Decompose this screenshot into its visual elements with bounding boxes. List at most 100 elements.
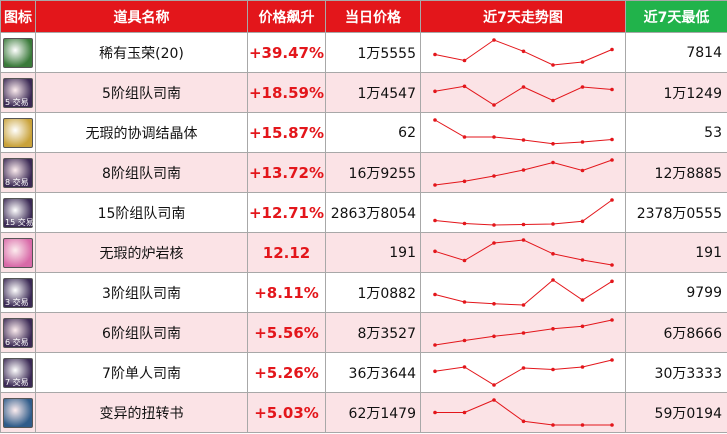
trend-cell <box>420 152 626 193</box>
trend-sparkline <box>433 318 614 347</box>
trend-point <box>580 60 585 64</box>
table-row[interactable]: 无瑕的炉岩核 12.12 191 191 <box>0 232 727 273</box>
trend-point <box>462 179 467 184</box>
trend-point <box>521 222 526 227</box>
table-row[interactable]: 15 交易 15阶组队司南 +12.71% 2863万8054 2378万0555 <box>0 192 727 233</box>
trend-point <box>610 137 614 142</box>
trend-point <box>610 198 614 202</box>
trend-point <box>521 85 526 89</box>
trend-point <box>433 52 437 57</box>
trend-point <box>492 302 496 306</box>
trend-point <box>492 135 496 139</box>
trend-point <box>462 410 467 415</box>
table-row[interactable]: 变异的扭转书 +5.03% 62万1479 59万0194 <box>0 392 727 433</box>
current-price: 2863万8054 <box>325 192 421 233</box>
compass-icon: 7 交易 <box>3 357 33 388</box>
trend-line <box>434 159 613 186</box>
trend-sparkline <box>433 278 614 307</box>
trend-sparkline <box>433 198 614 227</box>
price-change: +5.56% <box>247 312 326 353</box>
trend-point <box>610 423 614 427</box>
trend-point <box>433 218 437 223</box>
trend-point <box>551 63 555 67</box>
trend-point <box>580 258 585 262</box>
trend-point <box>551 222 555 226</box>
trend-point <box>462 135 467 139</box>
current-price: 1万5555 <box>325 32 421 73</box>
trend-point <box>580 324 585 329</box>
table-row[interactable]: 6 交易 6阶组队司南 +5.56% 8万3527 6万8666 <box>0 312 727 353</box>
trend-point <box>521 331 526 335</box>
trend-point <box>492 174 496 178</box>
current-price: 1万0882 <box>325 272 421 313</box>
trend-point <box>433 118 437 122</box>
current-price: 8万3527 <box>325 312 421 353</box>
item-icon-cell <box>0 232 36 273</box>
trend-cell <box>420 232 626 273</box>
trend-point <box>610 158 614 162</box>
price-change: +13.72% <box>247 152 326 193</box>
seven-day-low: 9799 <box>625 272 727 313</box>
trend-point <box>462 258 467 263</box>
table-row[interactable]: 5 交易 5阶组队司南 +18.59% 1万4547 1万1249 <box>0 72 727 113</box>
trend-sparkline <box>433 238 614 267</box>
trend-sparkline <box>433 358 614 387</box>
header-price: 当日价格 <box>325 0 421 33</box>
trend-point <box>462 300 467 304</box>
item-icon-cell: 15 交易 <box>0 192 36 233</box>
trend-point <box>551 252 555 256</box>
trend-point <box>492 383 496 387</box>
price-change: +12.71% <box>247 192 326 233</box>
trend-cell <box>420 72 626 113</box>
trend-point <box>433 249 437 254</box>
icon-label: 15 交易 <box>5 217 34 227</box>
icon-label: 5 交易 <box>5 97 29 107</box>
trend-point <box>551 367 555 372</box>
trend-point <box>433 369 437 374</box>
trend-point <box>492 241 496 245</box>
price-change: +18.59% <box>247 72 326 113</box>
price-change: 12.12 <box>247 232 326 273</box>
trend-point <box>433 292 437 297</box>
compass-icon: 6 交易 <box>3 317 33 348</box>
trend-line <box>434 279 613 306</box>
table-row[interactable]: 8 交易 8阶组队司南 +13.72% 16万9255 12万8885 <box>0 152 727 193</box>
item-name: 稀有玉荣(20) <box>35 32 248 73</box>
price-change: +15.87% <box>247 112 326 153</box>
trend-cell <box>420 392 626 433</box>
seven-day-low: 2378万0555 <box>625 192 727 233</box>
trend-point <box>492 103 496 107</box>
trend-point <box>610 87 614 92</box>
trend-point <box>462 84 467 89</box>
icon-label: 8 交易 <box>5 177 29 187</box>
trend-point <box>551 142 555 146</box>
trend-point <box>462 221 467 226</box>
trend-point <box>551 278 555 282</box>
trend-point <box>521 168 526 172</box>
current-price: 36万3644 <box>325 352 421 393</box>
trend-point <box>521 238 526 242</box>
crystal-icon <box>3 117 33 148</box>
table-row[interactable]: 7 交易 7阶单人司南 +5.26% 36万3644 30万3333 <box>0 352 727 393</box>
header-trend: 近7天走势图 <box>420 0 626 33</box>
table-row[interactable]: 3 交易 3阶组队司南 +8.11% 1万0882 9799 <box>0 272 727 313</box>
item-icon-cell <box>0 32 36 73</box>
trend-sparkline <box>433 398 614 427</box>
trend-point <box>580 140 585 144</box>
trend-point <box>551 160 555 165</box>
table-row[interactable]: 无瑕的协调结晶体 +15.87% 62 53 <box>0 112 727 153</box>
trend-cell <box>420 352 626 393</box>
item-icon-cell <box>0 392 36 433</box>
current-price: 1万4547 <box>325 72 421 113</box>
trend-point <box>580 85 585 89</box>
table-row[interactable]: 稀有玉荣(20) +39.47% 1万5555 7814 <box>0 32 727 73</box>
item-name: 7阶单人司南 <box>35 352 248 393</box>
trend-point <box>433 410 437 415</box>
trend-point <box>551 423 555 427</box>
trend-point <box>462 338 467 343</box>
trend-sparkline <box>433 38 614 67</box>
trend-sparkline <box>433 84 614 107</box>
item-name: 无瑕的炉岩核 <box>35 232 248 273</box>
trend-point <box>610 358 614 362</box>
